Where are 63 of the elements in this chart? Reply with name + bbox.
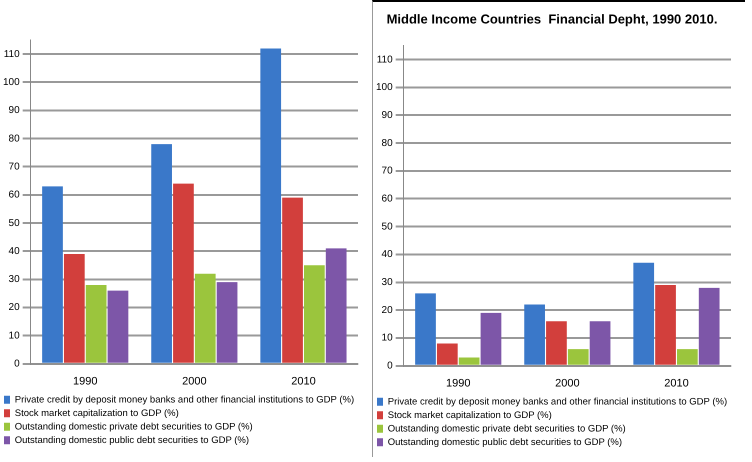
- legend-label: Private credit by deposit money banks and other financial institutions to GDP (%): [388, 396, 728, 408]
- x-tick-label: 2000: [555, 377, 580, 390]
- bar: [568, 349, 589, 365]
- bar: [546, 321, 567, 365]
- legend-label: Stock market capitalization to GDP (%): [388, 410, 552, 421]
- y-tick-label: 70: [382, 166, 394, 177]
- bar: [173, 184, 194, 363]
- y-tick-label: 110: [376, 54, 394, 66]
- legend-label: Outstanding domestic public debt securities to GDP (%): [14, 434, 250, 446]
- bar: [415, 293, 436, 365]
- bar: [151, 144, 172, 363]
- chart-title: Middle Income Countries Financial Depht, 1990 2010.: [386, 11, 718, 26]
- bar: [42, 186, 63, 363]
- bar: [590, 321, 610, 365]
- x-tick-label: 2010: [291, 375, 316, 388]
- x-tick-label: 2010: [664, 377, 689, 390]
- y-tick-label: 30: [8, 274, 20, 286]
- y-tick-label: 20: [382, 304, 394, 316]
- bar: [326, 248, 347, 363]
- x-tick-label: 2000: [182, 375, 207, 388]
- bar: [86, 284, 107, 363]
- bar: [524, 304, 545, 365]
- bar: [698, 288, 720, 365]
- y-tick-label: 100: [2, 76, 20, 88]
- bar: [216, 282, 238, 363]
- bar: [458, 357, 480, 365]
- y-tick-label: 30: [382, 277, 394, 288]
- y-tick-label: 10: [382, 332, 394, 344]
- y-tick-label: 110: [4, 48, 20, 60]
- legend-label: Outstanding domestic private debt securities to GDP (%): [388, 423, 626, 434]
- bar: [194, 274, 216, 363]
- bar: [282, 198, 303, 363]
- bar: [480, 312, 502, 365]
- legend-label: Outstanding domestic private debt securities to GDP (%): [14, 421, 253, 432]
- y-tick-label: 60: [382, 193, 394, 204]
- y-tick-label: 40: [8, 246, 20, 257]
- y-tick-label: 90: [8, 105, 20, 116]
- y-tick-label: 100: [376, 82, 394, 94]
- x-tick-label: 1990: [446, 377, 470, 390]
- bar: [108, 290, 128, 363]
- bar: [436, 344, 458, 365]
- y-tick-label: 50: [8, 218, 20, 229]
- y-tick-label: 50: [382, 221, 394, 232]
- legend-label: Outstanding domestic public debt securities to GDP (%): [388, 436, 622, 448]
- y-tick-label: 40: [382, 249, 394, 260]
- y-tick-label: 0: [14, 358, 20, 370]
- bar: [655, 285, 676, 365]
- y-tick-label: 10: [8, 330, 20, 342]
- legend-label: Stock market capitalization to GDP (%): [14, 408, 179, 419]
- y-tick-label: 60: [8, 190, 20, 201]
- legend-label: Private credit by deposit money banks and other financial institutions to GDP (%): [14, 394, 354, 406]
- y-tick-label: 90: [382, 110, 394, 121]
- y-tick-label: 70: [8, 161, 20, 172]
- y-tick-label: 0: [387, 360, 394, 372]
- bar: [64, 254, 85, 363]
- y-tick-label: 20: [8, 302, 20, 314]
- bar: [633, 262, 654, 365]
- y-tick-label: 80: [8, 133, 20, 144]
- x-tick-label: 1990: [72, 375, 98, 388]
- y-tick-label: 80: [382, 138, 394, 149]
- bar: [260, 48, 282, 363]
- bar: [304, 265, 325, 363]
- bar: [676, 349, 698, 365]
